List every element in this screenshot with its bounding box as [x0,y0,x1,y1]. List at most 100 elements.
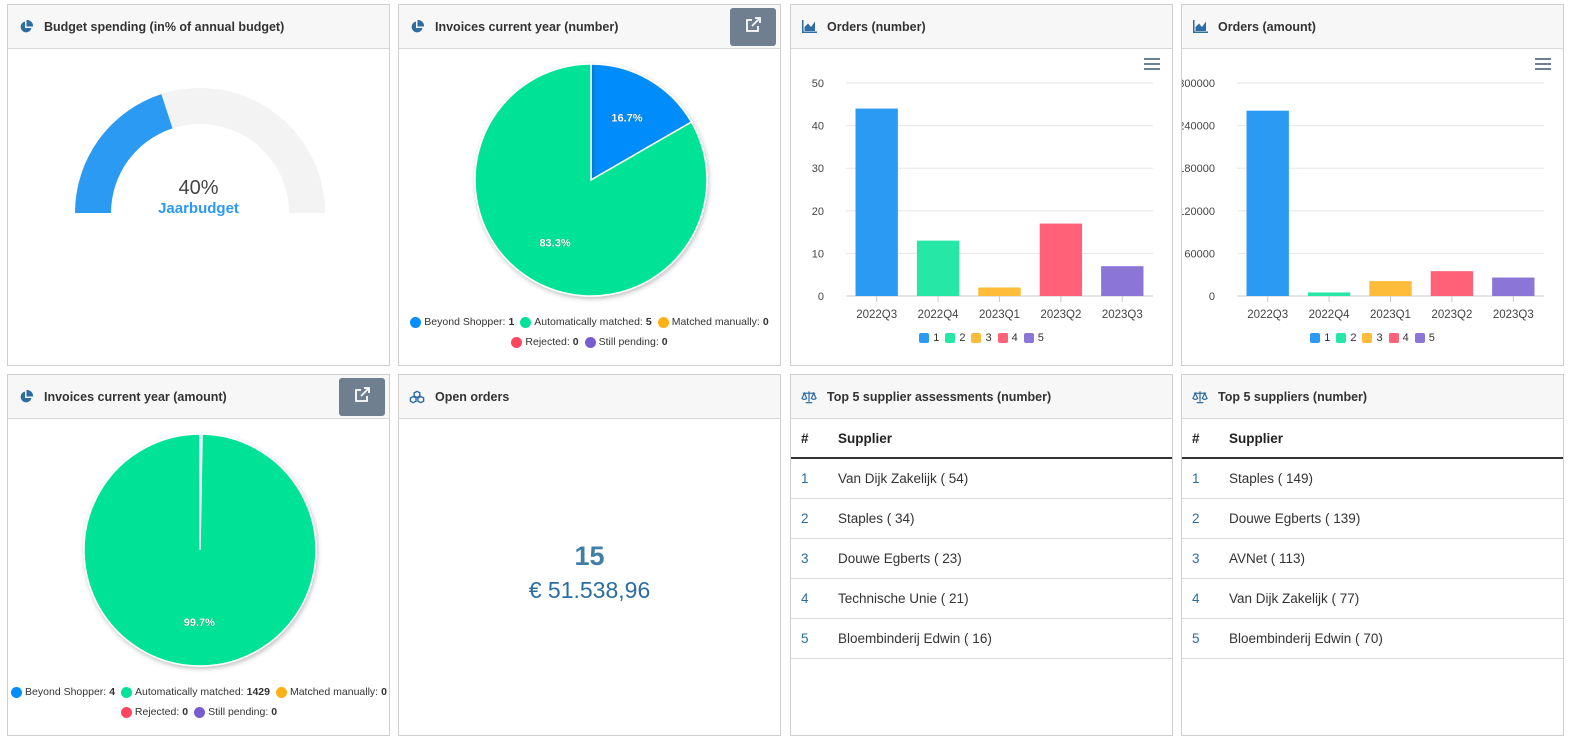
row-supplier: AVNet ( 113) [1228,538,1563,579]
chart-menu-button[interactable] [1144,57,1160,75]
hamburger-menu-icon [1535,57,1551,74]
row-supplier: Van Dijk Zakelijk ( 54) [837,458,1172,499]
legend-marker [1336,333,1347,343]
legend-item[interactable]: 1 [919,332,939,344]
legend-item[interactable]: 3 [971,332,992,344]
legend-item[interactable]: 5 [1023,332,1044,344]
y-tick-label: 300000 [1182,78,1215,90]
table-row[interactable]: 3 AVNet ( 113) [1182,538,1563,579]
table-row[interactable]: 2 Staples ( 34) [791,498,1172,539]
top-assessments-header: Top 5 supplier assessments (number) [791,375,1172,419]
legend-item[interactable]: 1 [1310,332,1330,344]
orders-number-title: Orders (number) [827,19,926,34]
table-row[interactable]: 4 Technische Unie ( 21) [791,578,1172,619]
open-orders-header: Open orders [399,375,780,419]
table-row[interactable]: 1 Van Dijk Zakelijk ( 54) [791,458,1172,499]
legend-item[interactable]: 5 [1414,332,1435,344]
legend-value: 0 [572,336,579,348]
legend-item[interactable]: Still pending: 0 [194,704,277,721]
bar[interactable] [855,108,898,296]
legend-marker [120,707,132,718]
pie-chart-icon [18,19,34,35]
table-row[interactable]: 2 Douwe Egberts ( 139) [1182,498,1563,539]
x-tick-label: 2022Q3 [856,309,897,321]
legend-marker [1388,333,1399,343]
y-tick-label: 40 [812,121,824,133]
row-rank: 5 [791,618,837,659]
bar[interactable] [1039,223,1083,296]
table-row[interactable]: 5 Bloembinderij Edwin ( 70) [1182,618,1563,659]
bar[interactable] [1430,271,1474,296]
row-supplier: Bloembinderij Edwin ( 70) [1228,618,1563,659]
legend-label: 2 [1350,332,1357,344]
legend-item[interactable]: 3 [1362,332,1383,344]
row-supplier: Staples ( 149) [1228,458,1563,499]
open-orders-count: 15 [574,541,605,571]
table-row[interactable]: 3 Douwe Egberts ( 23) [791,538,1172,579]
legend-label: 5 [1428,332,1435,344]
legend-item[interactable]: Automatically matched: 1429 [121,684,270,701]
popout-button[interactable] [730,8,776,46]
legend-item[interactable]: 2 [1336,332,1356,344]
col-rank: # [791,419,837,459]
legend-item[interactable]: Rejected: 0 [511,334,579,351]
row-rank: 1 [791,458,837,499]
row-rank: 2 [791,498,837,539]
invoices-amount-pie: 99.7% [83,433,317,667]
col-rank: # [1182,419,1228,459]
chart-menu-button[interactable] [1535,57,1551,75]
legend-item[interactable]: 4 [1388,332,1409,344]
row-supplier: Bloembinderij Edwin ( 16) [837,618,1172,659]
legend-marker [584,337,596,348]
row-rank: 4 [791,578,837,619]
legend-item[interactable]: 2 [945,332,965,344]
balance-scale-icon [801,389,817,405]
legend-marker [1023,333,1034,343]
pie-slice[interactable] [83,433,317,667]
pie-chart-icon [18,389,34,405]
row-rank: 2 [1182,498,1228,539]
pie-slice[interactable] [474,63,708,297]
table-row[interactable]: 1 Staples ( 149) [1182,458,1563,499]
external-link-icon [353,386,371,409]
y-tick-label: 0 [818,291,824,303]
pie-slice[interactable] [590,63,693,182]
legend-label: 3 [985,332,992,344]
table-header-row: # Supplier [1182,419,1563,459]
x-tick-label: 2023Q1 [979,309,1020,321]
row-supplier: Douwe Egberts ( 139) [1228,498,1563,539]
pie-data-label: 83.3% [539,237,570,249]
legend-label: Rejected: [134,706,180,718]
legend-item[interactable]: Matched manually: 0 [275,684,387,701]
bar[interactable] [1307,292,1351,296]
legend-item[interactable]: Matched manually: 0 [657,314,769,331]
bar[interactable] [1492,277,1535,296]
table-row[interactable]: 4 Van Dijk Zakelijk ( 77) [1182,578,1563,619]
bar[interactable] [1369,281,1412,296]
x-tick-label: 2023Q2 [1431,309,1472,321]
hamburger-menu-icon [1144,57,1160,74]
y-tick-label: 120000 [1182,206,1215,218]
open-orders-title: Open orders [435,389,510,404]
col-supplier: Supplier [837,419,1172,459]
area-chart-icon [1192,19,1208,35]
legend-item[interactable]: Beyond Shopper: 1 [410,314,514,331]
y-tick-label: 60000 [1184,248,1215,260]
legend-item[interactable]: Automatically matched: 5 [520,314,652,331]
legend-label: Beyond Shopper: [424,316,506,328]
row-supplier: Staples ( 34) [837,498,1172,539]
bar[interactable] [1246,110,1289,296]
bar[interactable] [916,240,960,296]
legend-item[interactable]: 4 [997,332,1018,344]
table-row[interactable]: 5 Bloembinderij Edwin ( 16) [791,618,1172,659]
bar[interactable] [1101,266,1144,296]
budget-gauge [75,88,325,213]
popout-button[interactable] [339,378,385,416]
legend-item[interactable]: Beyond Shopper: 4 [11,684,115,701]
bar[interactable] [978,287,1021,296]
pie-data-label: 16.7% [611,113,642,125]
legend-label: 1 [933,332,940,344]
legend-item[interactable]: Still pending: 0 [584,334,668,351]
legend-item[interactable]: Rejected: 0 [120,704,188,721]
legend-marker [1414,333,1425,343]
